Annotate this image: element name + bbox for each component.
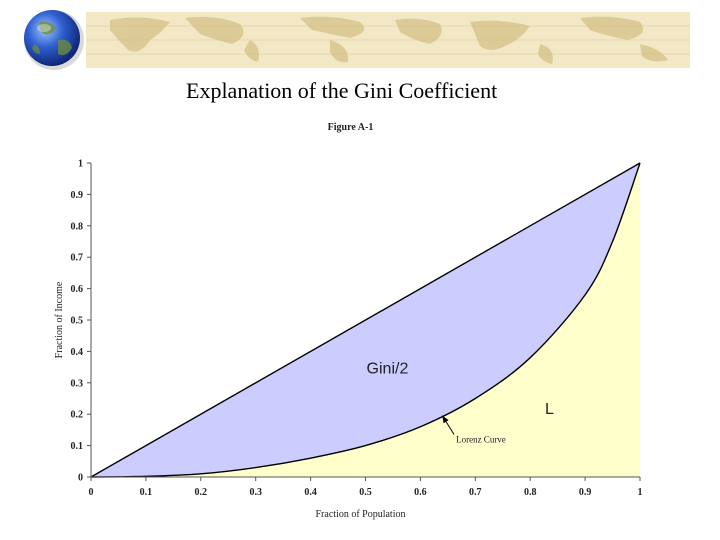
- x-tick-label: 0.3: [249, 487, 262, 498]
- y-tick-label: 1: [78, 159, 83, 170]
- lorenz-area-region: [91, 163, 640, 477]
- y-tick-label: 0: [78, 473, 83, 484]
- y-tick-label: 0.7: [71, 253, 84, 264]
- gini-chart: Figure A-1 0 0.1 0.2 0.3 0.4 0.5 0.6 0.7 0.8 0.9 1…: [54, 122, 643, 520]
- y-tick-label: 0.1: [71, 441, 84, 452]
- globe-icon: [24, 10, 84, 70]
- x-tick-label: 0.5: [359, 487, 372, 498]
- x-tick-label: 1: [638, 487, 643, 498]
- y-tick-label: 0.2: [71, 410, 84, 421]
- annotation-arrow-head: [442, 415, 449, 424]
- map-gridlines: [86, 25, 690, 55]
- x-tick-label: 0: [89, 487, 94, 498]
- chart-title: Figure A-1: [328, 122, 374, 133]
- lorenz-curve: [90, 162, 641, 478]
- region-label: Gini/2: [367, 360, 409, 377]
- y-axis-title: Fraction of Income: [54, 281, 65, 358]
- region-label: L: [545, 401, 554, 418]
- x-tick-label: 0.2: [195, 487, 208, 498]
- x-tick-label: 0.9: [579, 487, 592, 498]
- y-tick-label: 0.8: [71, 221, 84, 232]
- slide-title: Explanation of the Gini Coefficient: [186, 78, 498, 103]
- y-tick-label: 0.5: [71, 316, 84, 327]
- y-tick-label: 0.3: [71, 378, 84, 389]
- x-tick-label: 0.7: [469, 487, 482, 498]
- header-banner: [0, 0, 720, 80]
- equality-line: [90, 162, 641, 478]
- world-map-banner: [24, 10, 690, 70]
- x-tick-label: 0.8: [524, 487, 537, 498]
- x-tick-label: 0.4: [304, 487, 317, 498]
- y-tick-label: 0.6: [71, 284, 84, 295]
- chart-lines: [90, 162, 641, 478]
- chart-annotations: Gini/2 L Lorenz Curve: [367, 360, 554, 444]
- y-tick-label: 0.9: [71, 190, 84, 201]
- lorenz-curve-annotation: Lorenz Curve: [456, 434, 506, 444]
- y-tick-label: 0.4: [71, 347, 84, 358]
- x-tick-label: 0.1: [140, 487, 153, 498]
- chart-ticks: 0 0.1 0.2 0.3 0.4 0.5 0.6 0.7 0.8 0.9 1 0 0.1 0.2 0.3 0…: [71, 159, 643, 499]
- x-axis-title: Fraction of Population: [316, 509, 406, 520]
- x-tick-label: 0.6: [414, 487, 427, 498]
